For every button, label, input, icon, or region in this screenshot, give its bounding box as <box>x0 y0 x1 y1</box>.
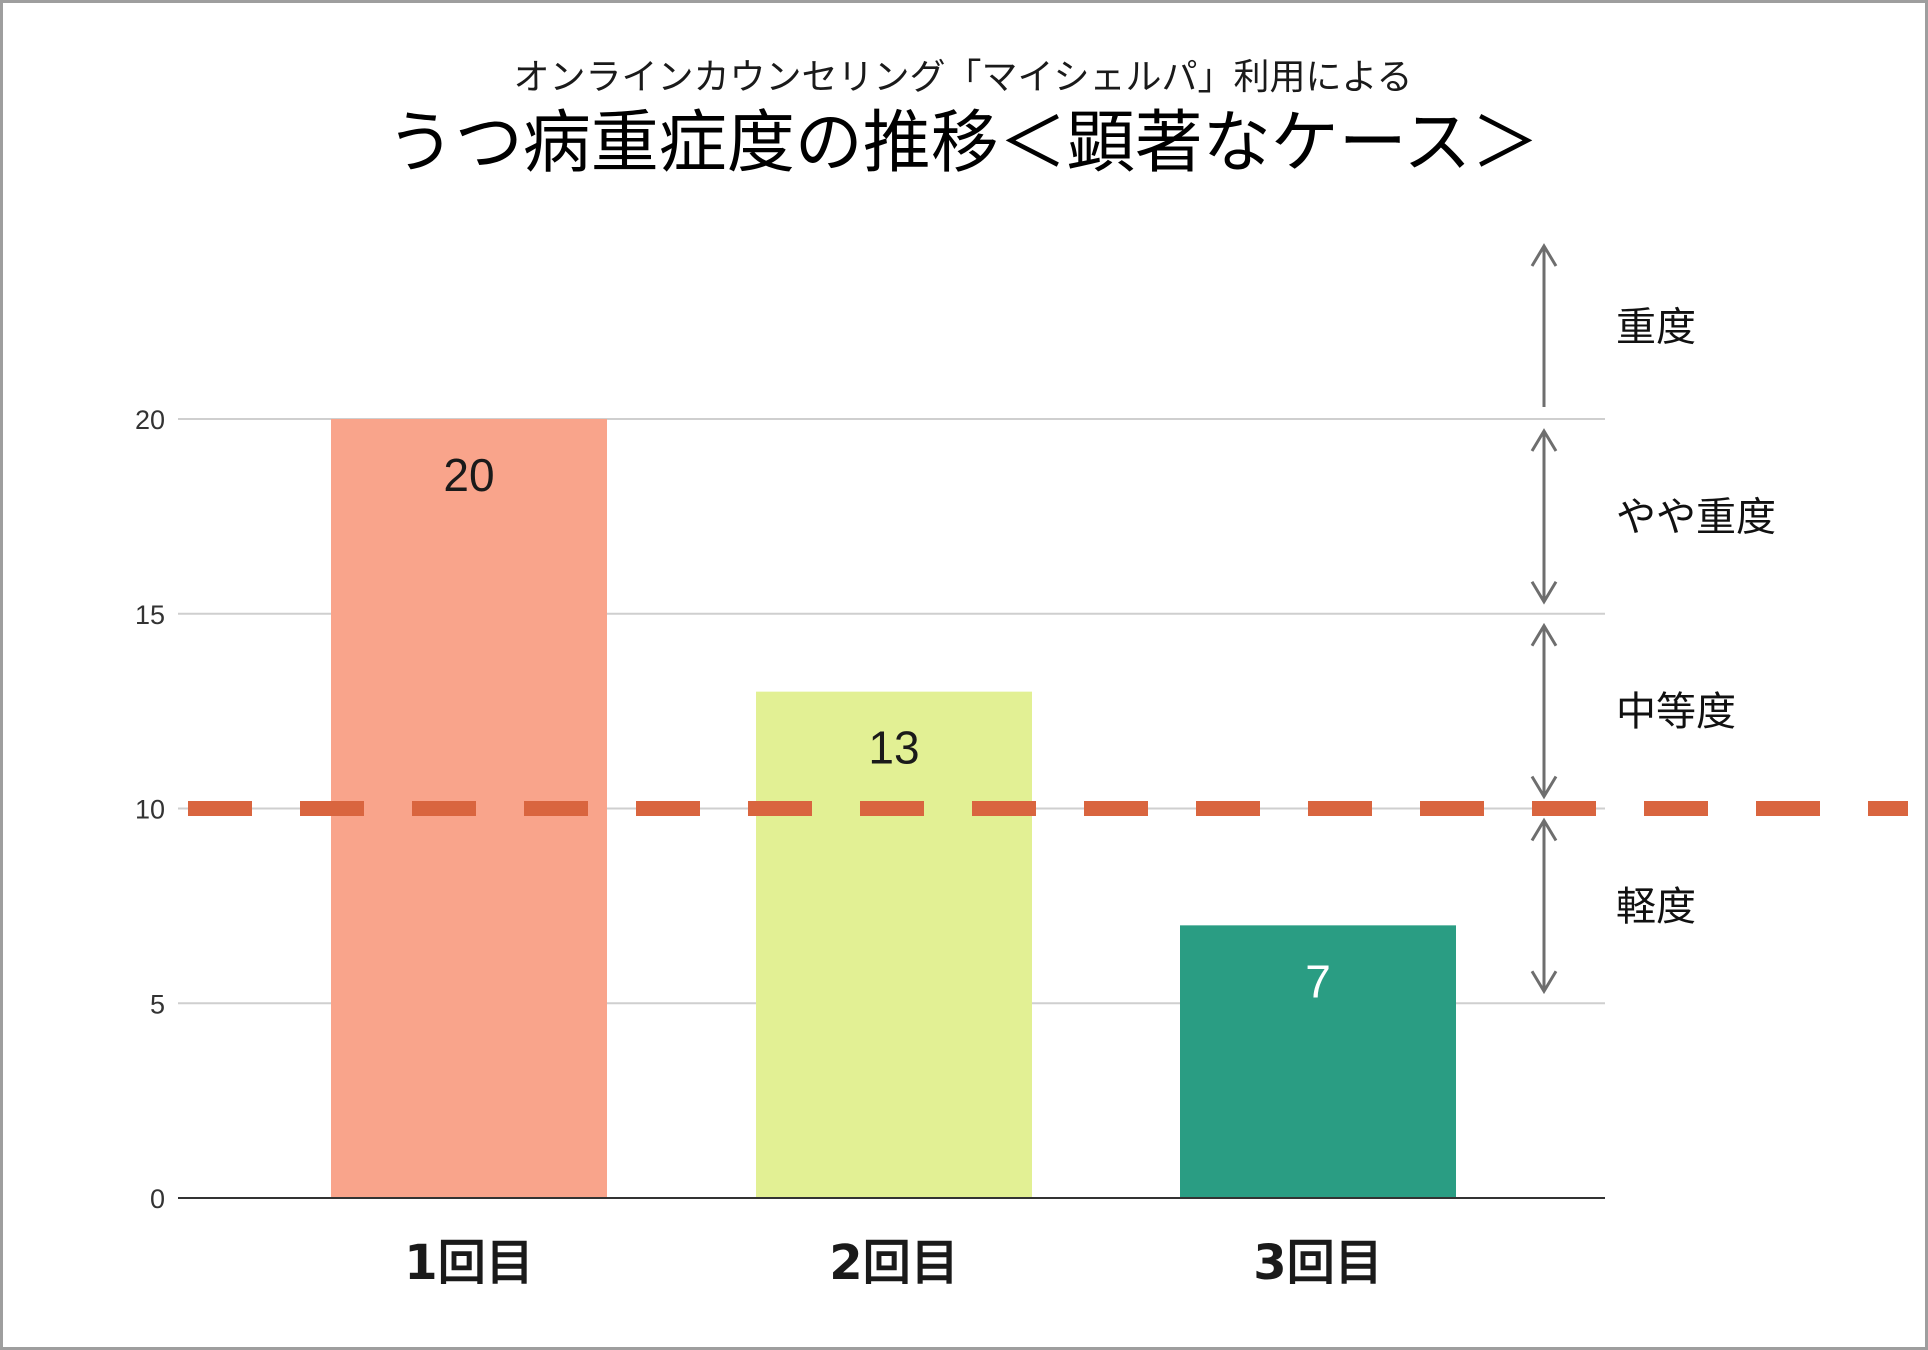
y-tick-label: 15 <box>135 600 165 630</box>
y-tick-label: 20 <box>135 405 165 435</box>
bar-data-label: 13 <box>868 722 919 774</box>
severity-band-label: 軽度 <box>1616 884 1696 930</box>
y-axis-ticks: 0 5 10 15 20 <box>135 405 165 1214</box>
x-category-label: 1回目 <box>404 1235 533 1291</box>
severity-band-arrow <box>1530 428 1558 605</box>
bars: 20 1回目 13 2回目 7 3回目 <box>331 419 1456 1291</box>
x-category-label: 2回目 <box>829 1235 958 1291</box>
severity-band-arrow <box>1530 817 1558 995</box>
bar <box>1180 925 1456 1198</box>
y-tick-label: 0 <box>150 1184 165 1214</box>
bar <box>756 691 1032 1198</box>
bar-data-label: 7 <box>1305 955 1331 1007</box>
severity-band-label: 中等度 <box>1616 689 1736 735</box>
severity-band-arrow <box>1530 243 1558 407</box>
severity-band-label: やや重度 <box>1616 494 1776 540</box>
chart-subtitle: オンラインカウンセリング「マイシェルパ」利用による <box>514 57 1413 98</box>
chart-title: うつ病重症度の推移＜顕著なケース＞ <box>387 104 1540 183</box>
severity-band-arrow <box>1530 622 1558 800</box>
y-tick-label: 10 <box>135 795 165 825</box>
y-tick-label: 5 <box>150 989 165 1019</box>
severity-band-label: 重度 <box>1616 305 1696 351</box>
bar-chart: オンラインカウンセリング「マイシェルパ」利用による うつ病重症度の推移＜顕著なケ… <box>135 57 1908 1291</box>
x-category-label: 3回目 <box>1253 1235 1382 1291</box>
bar-data-label: 20 <box>443 449 494 501</box>
